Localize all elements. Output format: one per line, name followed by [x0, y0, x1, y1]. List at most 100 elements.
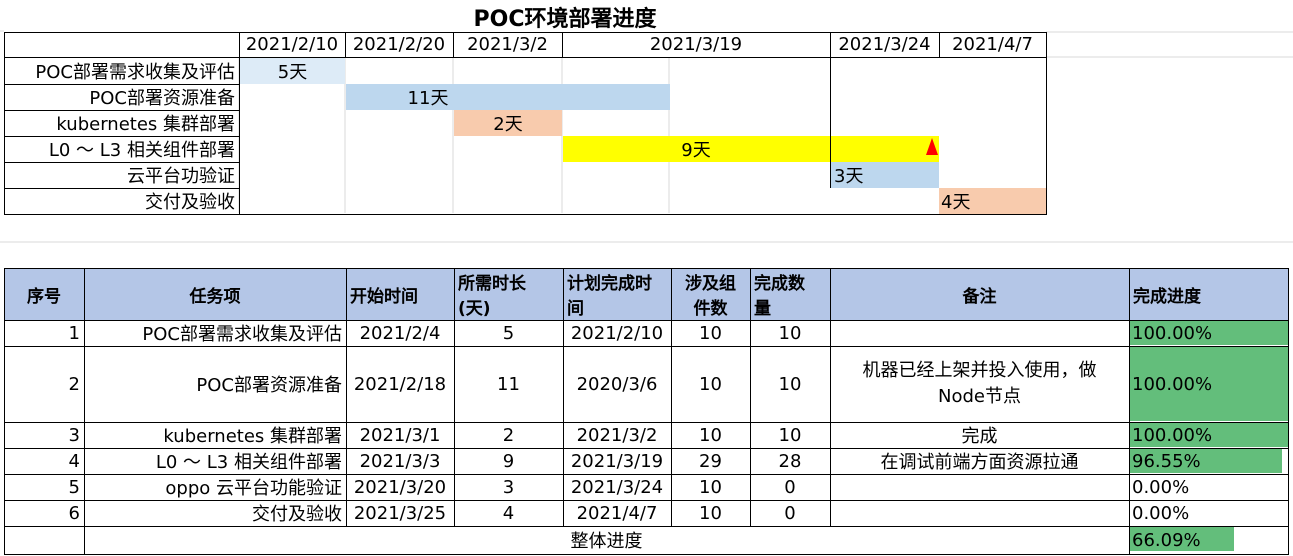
gantt-date-4: 2021/3/19: [649, 34, 743, 55]
cell-start: 2021/3/1: [359, 424, 441, 446]
cell-note-line1: 机器已经上架并投入使用，做: [862, 360, 1097, 381]
gantt-bar-label: 9天: [681, 140, 711, 161]
cell-components: 10: [699, 476, 722, 498]
cell-task: kubernetes 集群部署: [163, 426, 342, 447]
warning-triangle-icon: [926, 138, 938, 155]
cell-task: oppo 云平台功能验证: [165, 478, 342, 499]
header-plan: 计划完成时 间: [563, 268, 671, 320]
cell-progress: 100.00%: [1132, 373, 1213, 395]
cell-start: 2021/3/20: [353, 476, 447, 498]
cell-start: 2021/2/18: [353, 373, 447, 395]
cell-duration: 9: [502, 450, 515, 472]
gantt-bar-label: 5天: [277, 62, 308, 83]
gantt-date-6: 2021/4/7: [952, 34, 1033, 55]
gantt-bar-label: 4天: [941, 192, 971, 213]
gantt-task-label: 交付及验收: [145, 192, 235, 213]
gantt-title: POC环境部署进度: [473, 7, 657, 32]
cell-seq: 6: [68, 502, 80, 524]
cell-done: 10: [778, 322, 802, 344]
header-plan-line2: 间: [567, 299, 584, 319]
cell-done: 0: [784, 476, 796, 498]
cell-start: 2021/3/25: [353, 502, 447, 524]
cell-plan: 2020/3/6: [576, 373, 658, 395]
cell-note: 机器已经上架并投入使用，做 Node节点: [830, 346, 1129, 422]
cell-seq: 1: [68, 322, 80, 344]
gantt-bar-6: 4天: [939, 188, 1046, 214]
cell-progress: 100.00%: [1132, 322, 1213, 344]
cell-duration: 5: [502, 322, 515, 344]
cell-duration: 2: [502, 424, 515, 446]
header-components-line2: 件数: [693, 299, 728, 319]
cell-done: 10: [778, 424, 802, 446]
header-note: 备注: [962, 286, 997, 307]
cell-plan: 2021/2/10: [570, 322, 664, 344]
cell-progress: 0.00%: [1132, 476, 1190, 498]
progress-bar-2: [1130, 347, 1288, 421]
progress-bar-overall: [1130, 527, 1234, 551]
cell-plan: 2021/4/7: [576, 502, 658, 524]
gantt-task-label: POC部署资源准备: [89, 88, 235, 109]
header-plan-line1: 计划完成时: [567, 274, 652, 294]
cell-components: 10: [699, 373, 722, 395]
gantt-date-1: 2021/2/10: [245, 34, 339, 55]
gantt-bar-3: 2天: [454, 110, 562, 136]
cell-note: 完成: [961, 426, 998, 447]
cell-plan: 2021/3/24: [570, 476, 664, 498]
header-seq: 序号: [27, 286, 61, 307]
gantt-date-2: 2021/2/20: [352, 34, 446, 55]
gantt-date-5: 2021/3/24: [838, 34, 931, 55]
gantt-borders: [4, 32, 1047, 215]
cell-duration: 11: [497, 373, 520, 395]
cell-components: 10: [699, 424, 722, 446]
cell-task: 交付及验收: [252, 504, 342, 525]
gantt-bar-1: 5天: [240, 58, 345, 84]
gantt-task-label: 云平台功验证: [127, 166, 235, 187]
progress-bar-1: [1130, 321, 1288, 345]
cell-note-line2: Node节点: [938, 386, 1021, 407]
gantt-bar-2: 11天: [346, 84, 670, 110]
header-task: 任务项: [189, 286, 241, 307]
cell-seq: 4: [68, 450, 80, 472]
header-duration-line1: 所需时长: [458, 274, 526, 294]
cell-progress: 96.55%: [1132, 450, 1201, 472]
cell-components: 10: [699, 322, 722, 344]
gantt-bar-label: 2天: [493, 114, 523, 135]
table-header-bg: [4, 268, 1289, 320]
gantt-bar-5: 3天: [831, 162, 939, 188]
cell-progress: 100.00%: [1132, 424, 1213, 446]
header-done-line1: 完成数: [754, 274, 805, 294]
cell-done: 28: [778, 450, 802, 472]
cell-components: 10: [699, 502, 722, 524]
cell-plan: 2021/3/2: [576, 424, 658, 446]
cell-duration: 4: [502, 502, 515, 524]
header-done-line2: 量: [754, 299, 771, 319]
header-start: 开始时间: [350, 286, 418, 307]
table-borders: [4, 268, 1289, 555]
cell-seq: 5: [68, 476, 80, 498]
gantt-bar-4: 9天: [563, 136, 939, 162]
cell-start: 2021/2/4: [359, 322, 441, 344]
cell-start: 2021/3/3: [359, 450, 441, 472]
header-duration: 所需时长 (天): [454, 268, 563, 320]
progress-bar-3: [1130, 423, 1288, 447]
header-components: 涉及组 件数: [671, 268, 750, 320]
cell-done: 0: [784, 502, 796, 524]
cell-duration: 3: [502, 476, 515, 498]
cell-components: 29: [699, 450, 722, 472]
cell-task: POC部署需求收集及评估: [142, 324, 342, 345]
gantt-bar-label: 3天: [834, 166, 864, 187]
cell-done: 10: [778, 373, 802, 395]
cell-task: L0 ～ L3 相关组件部署: [155, 452, 342, 473]
cell-plan: 2021/3/19: [570, 450, 664, 472]
gantt-date-3: 2021/3/2: [467, 34, 548, 55]
cell-progress: 0.00%: [1132, 502, 1190, 524]
header-done: 完成数 量: [750, 268, 830, 320]
cell-seq: 3: [68, 424, 80, 446]
overall-label: 整体进度: [570, 531, 643, 552]
gantt-task-label: POC部署需求收集及评估: [35, 61, 235, 83]
header-components-line1: 涉及组: [685, 274, 736, 294]
header-progress: 完成进度: [1133, 286, 1201, 307]
cell-seq: 2: [68, 373, 80, 395]
progress-bar-4: [1130, 449, 1282, 473]
